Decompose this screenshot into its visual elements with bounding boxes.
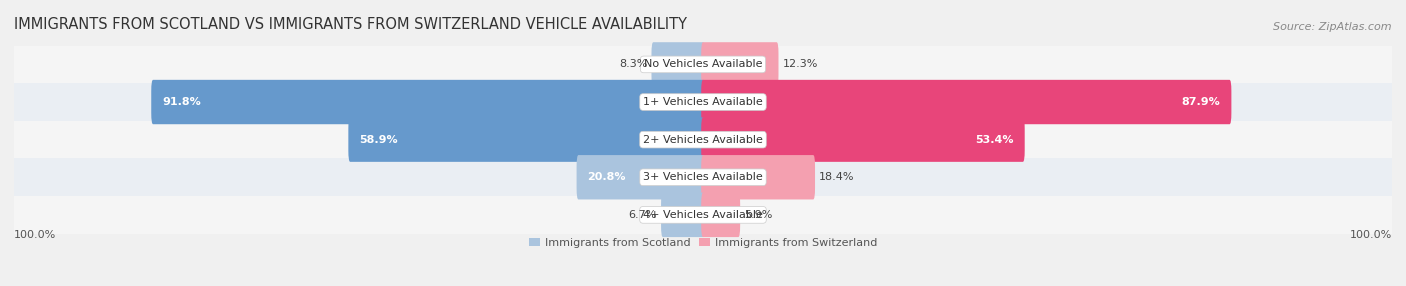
Bar xyxy=(14,158,1392,196)
Bar xyxy=(14,121,1392,158)
Text: 3+ Vehicles Available: 3+ Vehicles Available xyxy=(643,172,763,182)
Text: IMMIGRANTS FROM SCOTLAND VS IMMIGRANTS FROM SWITZERLAND VEHICLE AVAILABILITY: IMMIGRANTS FROM SCOTLAND VS IMMIGRANTS F… xyxy=(14,17,688,32)
Text: 2+ Vehicles Available: 2+ Vehicles Available xyxy=(643,135,763,145)
Text: 53.4%: 53.4% xyxy=(976,135,1014,145)
Text: 58.9%: 58.9% xyxy=(359,135,398,145)
Bar xyxy=(14,196,1392,234)
Text: 12.3%: 12.3% xyxy=(783,59,818,69)
Text: No Vehicles Available: No Vehicles Available xyxy=(644,59,762,69)
Text: Source: ZipAtlas.com: Source: ZipAtlas.com xyxy=(1274,22,1392,32)
FancyBboxPatch shape xyxy=(702,193,740,237)
Text: 1+ Vehicles Available: 1+ Vehicles Available xyxy=(643,97,763,107)
Text: 100.0%: 100.0% xyxy=(1350,231,1392,241)
Text: 6.7%: 6.7% xyxy=(628,210,657,220)
Text: 91.8%: 91.8% xyxy=(162,97,201,107)
FancyBboxPatch shape xyxy=(702,118,1025,162)
FancyBboxPatch shape xyxy=(576,155,704,199)
FancyBboxPatch shape xyxy=(152,80,704,124)
FancyBboxPatch shape xyxy=(702,155,815,199)
FancyBboxPatch shape xyxy=(661,193,704,237)
Text: 8.3%: 8.3% xyxy=(619,59,647,69)
Text: 100.0%: 100.0% xyxy=(14,231,56,241)
Bar xyxy=(14,45,1392,83)
FancyBboxPatch shape xyxy=(651,42,704,87)
FancyBboxPatch shape xyxy=(702,42,779,87)
FancyBboxPatch shape xyxy=(702,80,1232,124)
Bar xyxy=(14,83,1392,121)
Text: 18.4%: 18.4% xyxy=(820,172,855,182)
Text: 87.9%: 87.9% xyxy=(1182,97,1220,107)
Text: 20.8%: 20.8% xyxy=(588,172,626,182)
Legend: Immigrants from Scotland, Immigrants from Switzerland: Immigrants from Scotland, Immigrants fro… xyxy=(529,238,877,248)
Text: 5.9%: 5.9% xyxy=(744,210,773,220)
Text: 4+ Vehicles Available: 4+ Vehicles Available xyxy=(643,210,763,220)
FancyBboxPatch shape xyxy=(349,118,704,162)
